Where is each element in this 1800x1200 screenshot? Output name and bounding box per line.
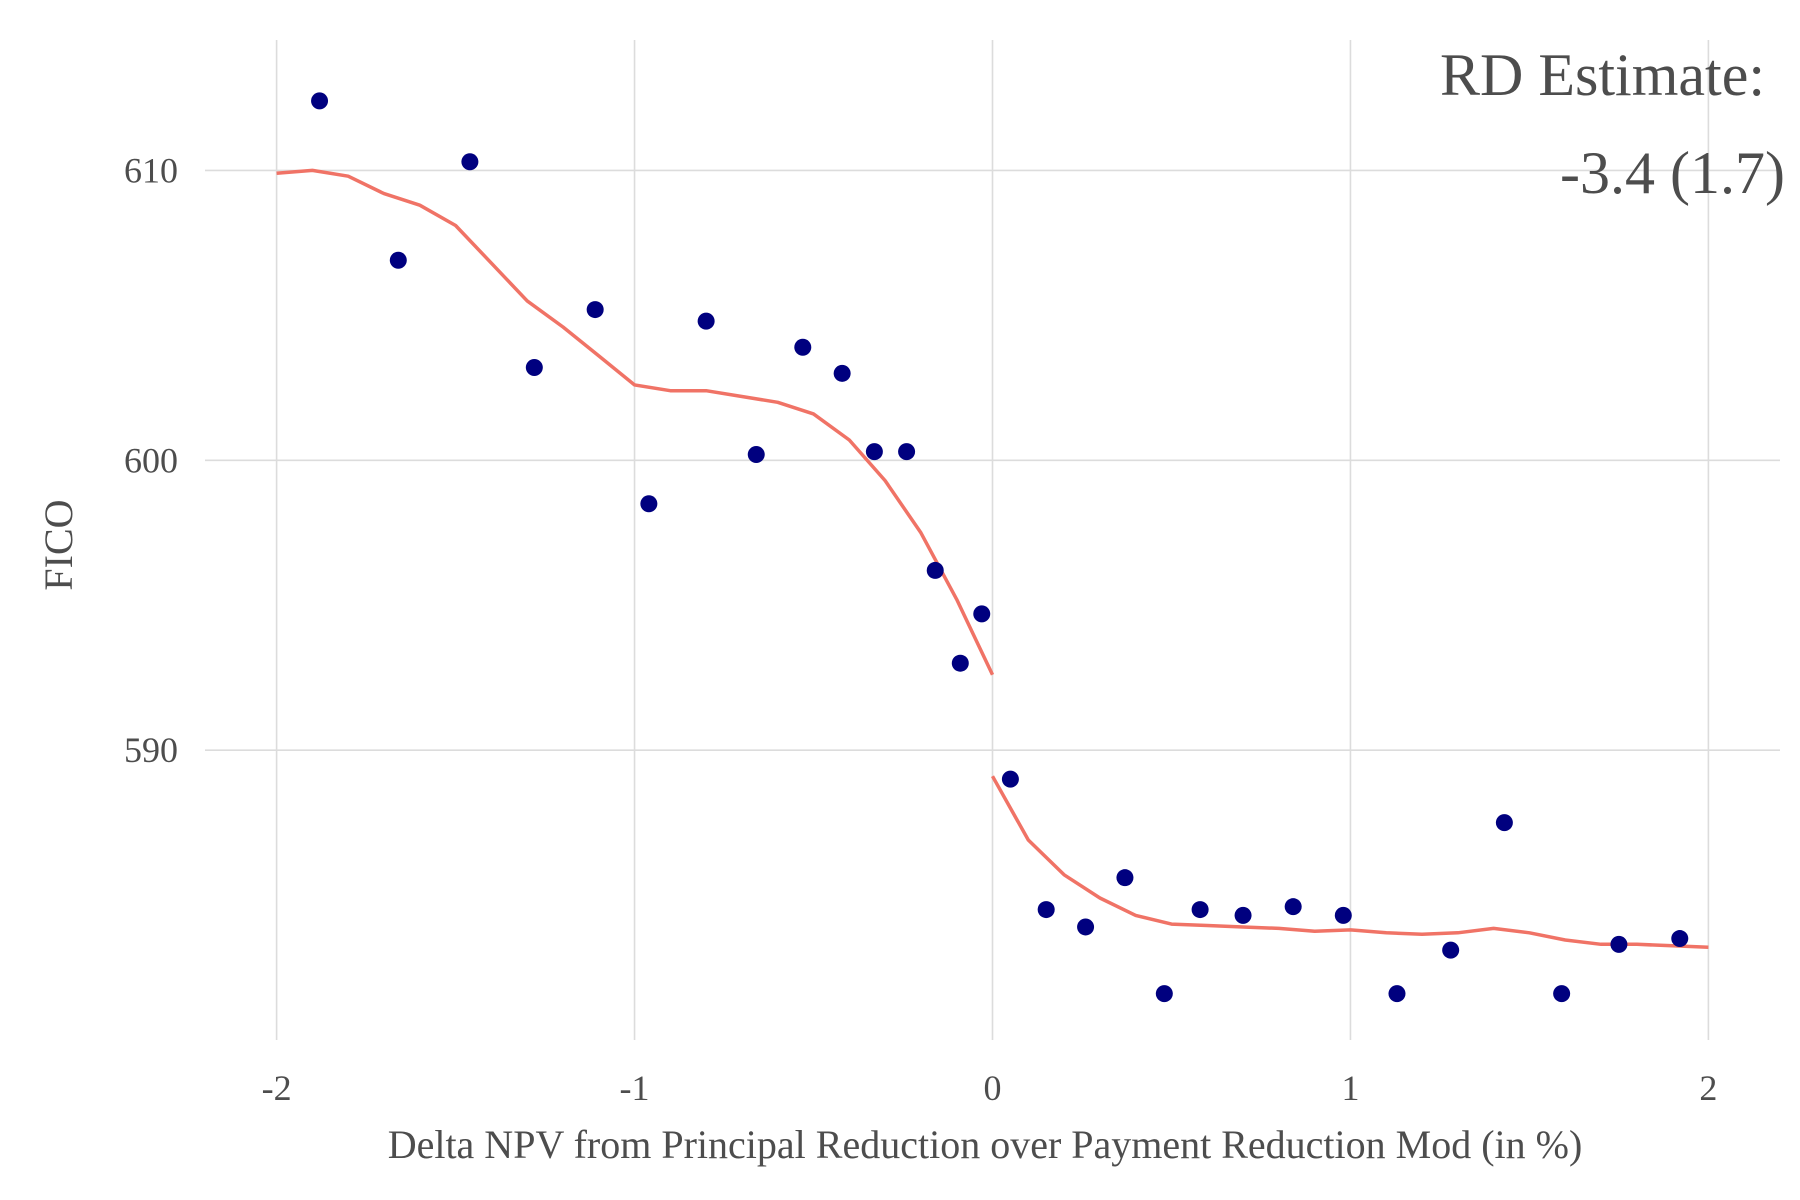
x-tick-label: 0 bbox=[984, 1068, 1002, 1108]
y-axis-title: FICO bbox=[36, 499, 81, 590]
bin-point bbox=[898, 443, 916, 461]
bin-point bbox=[525, 359, 543, 377]
bin-point bbox=[1191, 901, 1209, 919]
bin-point bbox=[1442, 941, 1460, 959]
bin-point bbox=[1037, 901, 1055, 919]
bin-point bbox=[1671, 930, 1689, 948]
y-tick-labels: 590 600 610 bbox=[124, 150, 178, 770]
bin-point bbox=[1155, 985, 1173, 1003]
rd-estimate-label: RD Estimate: bbox=[1440, 42, 1765, 108]
bin-point bbox=[1553, 985, 1571, 1003]
bin-point bbox=[865, 443, 883, 461]
bin-point bbox=[697, 312, 715, 330]
fit-lines bbox=[276, 168, 1709, 949]
x-gridlines bbox=[275, 40, 1710, 1040]
x-tick-labels: -2 -1 0 1 2 bbox=[262, 1068, 1718, 1108]
bin-point bbox=[1116, 869, 1134, 887]
fit-line-left bbox=[276, 168, 995, 676]
bin-point bbox=[389, 251, 407, 269]
bin-point bbox=[794, 338, 812, 356]
x-tick-label: 1 bbox=[1341, 1068, 1359, 1108]
y-tick-label: 610 bbox=[124, 150, 178, 190]
bin-point bbox=[951, 654, 969, 672]
bin-point bbox=[833, 364, 851, 382]
x-tick-label: -1 bbox=[620, 1068, 650, 1108]
y-tick-label: 590 bbox=[124, 730, 178, 770]
bin-point bbox=[1234, 906, 1252, 924]
y-tick-label: 600 bbox=[124, 440, 178, 480]
bin-point bbox=[973, 605, 991, 623]
bin-point bbox=[747, 445, 765, 463]
rd-estimate-value: -3.4 (1.7) bbox=[1560, 140, 1785, 206]
bin-point bbox=[461, 153, 479, 171]
bin-points bbox=[311, 92, 1689, 1003]
bin-point bbox=[926, 561, 944, 579]
bin-point bbox=[1284, 898, 1302, 916]
bin-point bbox=[640, 495, 658, 513]
bin-point bbox=[1388, 985, 1406, 1003]
bin-point bbox=[311, 92, 329, 110]
x-axis-title: Delta NPV from Principal Reduction over … bbox=[388, 1122, 1583, 1167]
y-gridlines bbox=[205, 169, 1780, 751]
bin-point bbox=[1001, 770, 1019, 788]
bin-point bbox=[586, 301, 604, 319]
x-tick-label: -2 bbox=[262, 1068, 292, 1108]
x-tick-label: 2 bbox=[1699, 1068, 1717, 1108]
bin-point bbox=[1077, 918, 1095, 936]
bin-point bbox=[1495, 814, 1513, 832]
fit-line-right bbox=[990, 775, 1709, 949]
bin-point bbox=[1610, 935, 1628, 953]
bin-point bbox=[1334, 906, 1352, 924]
